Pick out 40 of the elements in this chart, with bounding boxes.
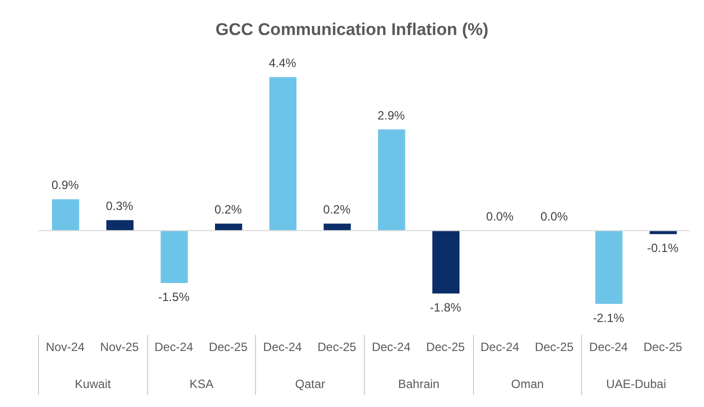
x-tick-label: Dec-24 <box>480 340 520 354</box>
x-tick-label: Dec-24 <box>372 340 411 354</box>
bar <box>160 230 188 283</box>
text: Kuwait <box>74 377 111 391</box>
bar <box>378 129 406 231</box>
data-label: -1.5% <box>158 290 190 304</box>
data-label: 0.3% <box>106 199 134 214</box>
text: Oman <box>511 377 544 391</box>
x-tick-label: Dec-25 <box>317 340 356 354</box>
x-tick-label: Nov-24 <box>46 340 85 354</box>
x-tick-label: Nov-25 <box>100 340 140 354</box>
bar <box>595 230 622 304</box>
data-label: 4.4% <box>268 56 296 70</box>
data-label: 0.0% <box>486 210 514 224</box>
x-tick-label: Dec-24 <box>154 340 194 354</box>
x-tick-label: Dec-24 <box>263 340 302 354</box>
data-label: 0.2% <box>323 202 351 217</box>
bar <box>324 224 351 231</box>
data-label: 0.9% <box>51 178 80 192</box>
bar <box>52 199 80 231</box>
x-tick-label: Dec-25 <box>208 340 248 354</box>
data-label: 0.2% <box>214 202 242 217</box>
bar <box>106 220 134 231</box>
data-label: 0.0% <box>540 210 568 224</box>
bar <box>215 224 242 231</box>
x-tick-label: Dec-24 <box>589 340 628 354</box>
text: Bahrain <box>398 377 440 391</box>
bar <box>432 230 460 294</box>
data-label: -1.8% <box>430 300 462 314</box>
data-label: -2.1% <box>592 310 624 325</box>
bar <box>269 77 296 231</box>
x-tick-label: Dec-25 <box>643 340 682 354</box>
data-label: 2.9% <box>377 108 406 122</box>
text: Qatar <box>295 377 326 391</box>
x-tick-label: Dec-25 <box>426 340 466 354</box>
x-tick-label: Dec-25 <box>534 340 574 354</box>
data-label: -0.1% <box>647 241 679 256</box>
chart-title: GCC Communication Inflation (%) <box>214 20 490 40</box>
text: KSA <box>189 377 214 391</box>
text: UAE-Dubai <box>606 377 666 391</box>
